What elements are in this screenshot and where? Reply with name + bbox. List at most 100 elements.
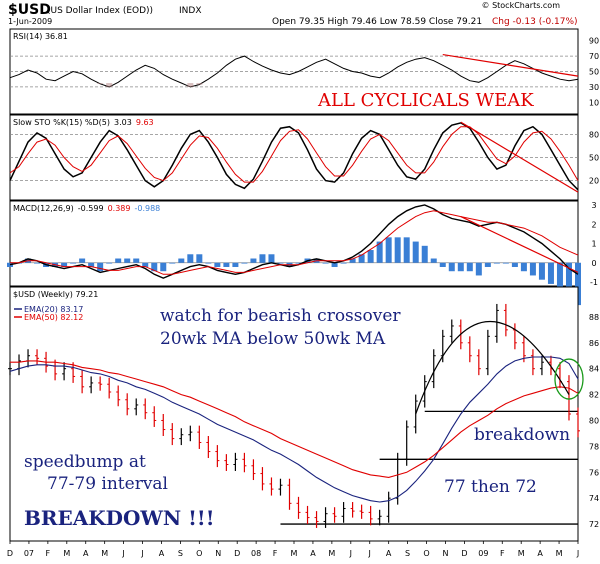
- x-tick-label: F: [273, 549, 278, 558]
- annotation-interval: 77-79 interval: [47, 474, 168, 494]
- macd-histogram-bar: [556, 262, 563, 289]
- macd-histogram-bar: [250, 258, 257, 263]
- hist-value: -0.988: [134, 204, 160, 213]
- macd-histogram-bar: [475, 262, 482, 276]
- rounding-top-arc: [415, 321, 570, 415]
- x-tick-label: 09: [478, 549, 488, 558]
- crossover-circle: [554, 358, 584, 400]
- x-tick-label: A: [159, 549, 165, 558]
- x-tick-label: J: [121, 549, 124, 558]
- annotation-77-then-72: 77 then 72: [444, 477, 537, 497]
- x-tick-label: O: [196, 549, 202, 558]
- macd-histogram-bar: [79, 258, 86, 263]
- macd-histogram-bar: [7, 262, 13, 267]
- y-tick-price: 82: [589, 391, 599, 400]
- annotation-breakdown: breakdown: [474, 425, 570, 445]
- x-tick-label: 07: [24, 549, 34, 558]
- macd-histogram-bar: [421, 245, 428, 263]
- macd-histogram-bar: [241, 262, 248, 264]
- macd-histogram-bar: [439, 262, 446, 267]
- macd-histogram-bar: [403, 237, 410, 263]
- y-tick-rsi: 50: [589, 68, 599, 77]
- y-tick-price: 72: [589, 520, 599, 529]
- quote: Open 79.35 High 79.46 Low 78.59 Close 79…: [272, 17, 482, 27]
- macd-histogram-bar: [214, 262, 221, 267]
- macd-histogram-bar: [376, 241, 383, 263]
- macd-histogram-bar: [448, 262, 455, 272]
- x-tick-label: M: [101, 549, 108, 558]
- macd-histogram-bar: [493, 262, 500, 264]
- x-tick-label: J: [140, 549, 143, 558]
- macd-line: [9, 204, 579, 279]
- macd-histogram-bar: [394, 237, 401, 263]
- macd-histogram-bar: [106, 262, 113, 264]
- macd-histogram-bar: [232, 262, 239, 267]
- macd-histogram-bar: [484, 262, 491, 267]
- panel-label-macd: MACD(12,26,9) -0.599 0.389 -0.988: [13, 204, 160, 213]
- panel-label-price: $USD (Weekly) 79.21: [13, 290, 98, 299]
- rsi-line: [9, 55, 579, 88]
- x-tick-label: N: [442, 549, 448, 558]
- macd-histogram-bar: [502, 262, 509, 264]
- annotation-breakdown-big: BREAKDOWN !!!: [24, 506, 214, 530]
- macd-histogram-bar: [412, 241, 419, 263]
- macd-histogram-bar: [520, 262, 527, 272]
- ema50-line: [10, 360, 579, 478]
- annotation-ma-cross: 20wk MA below 50wk MA: [160, 329, 386, 349]
- x-tick-label: J: [576, 549, 579, 558]
- panel-macd: [9, 200, 579, 287]
- macd-histogram-bar: [169, 262, 176, 264]
- y-tick-rsi: 90: [589, 37, 599, 46]
- y-tick-macd: 3: [591, 201, 596, 210]
- x-tick-label: O: [423, 549, 429, 558]
- rsi-shade: [196, 83, 203, 85]
- chart-date: 1-Jun-2009: [8, 17, 52, 26]
- macd-histogram-bar: [151, 262, 158, 272]
- y-tick-price: 88: [589, 313, 599, 322]
- exchange: INDX: [179, 6, 201, 16]
- macd-histogram-bar: [142, 262, 149, 267]
- y-tick-macd: -1: [590, 278, 598, 287]
- macd-histogram-bar: [97, 262, 104, 272]
- macd-value: -0.599: [78, 204, 104, 213]
- x-tick-label: M: [556, 549, 563, 558]
- x-tick-label: F: [46, 549, 51, 558]
- legend-entry: EMA(50) 82.12: [24, 313, 83, 322]
- x-tick-label: 08: [251, 549, 261, 558]
- x-tick-label: D: [234, 549, 240, 558]
- y-tick-price: 86: [589, 339, 599, 348]
- index-name: (US Dollar Index (EOD)): [47, 6, 153, 16]
- macd-histogram-bar: [115, 258, 122, 263]
- macd-histogram-bar: [61, 262, 68, 267]
- macd-histogram-bar: [187, 254, 194, 263]
- macd-histogram-bar: [268, 254, 275, 263]
- rsi-trendline: [442, 53, 579, 77]
- macd-histogram-bar: [34, 262, 41, 264]
- macd-histogram-bar: [331, 262, 338, 267]
- macd-histogram-bar: [295, 262, 302, 264]
- macd-signal-line: [10, 210, 579, 275]
- ema20-line: [9, 356, 579, 503]
- macd-histogram-bar: [547, 262, 554, 284]
- rsi-shade: [97, 83, 104, 84]
- macd-histogram-bar: [88, 262, 95, 267]
- macd-histogram-bar: [349, 258, 356, 263]
- y-tick-macd: 1: [591, 240, 596, 249]
- macd-histogram-bar: [430, 258, 437, 263]
- y-tick-macd: 0: [591, 259, 596, 268]
- macd-histogram-bar: [511, 262, 518, 267]
- y-tick-macd: 2: [591, 220, 596, 229]
- macd-histogram-bar: [367, 250, 374, 263]
- y-tick-price: 84: [589, 365, 599, 374]
- rsi-shade: [187, 83, 194, 87]
- macd-histogram-bar: [340, 262, 347, 264]
- symbol: $USD: [8, 2, 51, 18]
- macd-histogram-bar: [277, 262, 284, 264]
- y-tick-price: 74: [589, 494, 599, 503]
- signal-value: 0.389: [108, 204, 131, 213]
- macd-histogram-bar: [70, 262, 77, 264]
- x-tick-label: J: [349, 549, 352, 558]
- panel-price: [9, 286, 579, 542]
- legend-entry: EMA(20) 83.17: [24, 305, 83, 314]
- x-tick-label: D: [461, 549, 467, 558]
